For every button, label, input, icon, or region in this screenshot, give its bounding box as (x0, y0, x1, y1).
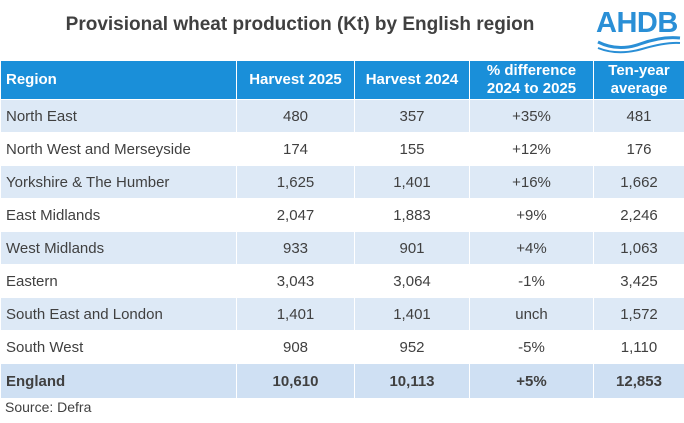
total-ten-year-average: 12,853 (593, 363, 684, 399)
header-ten-year-average: Ten-year average (593, 60, 684, 100)
cell-harvest-2025: 1,625 (236, 165, 355, 199)
cell-ten-year-average: 2,246 (593, 198, 684, 232)
production-table: Region Harvest 2025 Harvest 2024 % diffe… (0, 60, 684, 399)
cell-percent-difference: +4% (469, 231, 594, 265)
cell-percent-difference: -5% (469, 330, 594, 364)
cell-harvest-2025: 2,047 (236, 198, 355, 232)
cell-ten-year-average: 481 (593, 99, 684, 133)
cell-ten-year-average: 1,063 (593, 231, 684, 265)
logo-wave-icon (597, 36, 681, 54)
table-row: North East 480 357 +35% 481 (0, 99, 684, 133)
cell-harvest-2025: 174 (236, 132, 355, 166)
table-row: West Midlands 933 901 +4% 1,063 (0, 231, 684, 265)
cell-region: West Midlands (0, 231, 237, 265)
cell-region: North West and Merseyside (0, 132, 237, 166)
cell-percent-difference: +12% (469, 132, 594, 166)
table-total-row: England 10,610 10,113 +5% 12,853 (0, 363, 684, 399)
table-row: South West 908 952 -5% 1,110 (0, 330, 684, 364)
total-percent-difference: +5% (469, 363, 594, 399)
header-diff-line1: % difference (486, 62, 577, 79)
cell-harvest-2025: 480 (236, 99, 355, 133)
header-diff-line2: 2024 to 2025 (486, 80, 577, 97)
cell-percent-difference: +35% (469, 99, 594, 133)
table-header-row: Region Harvest 2025 Harvest 2024 % diffe… (0, 60, 684, 100)
cell-harvest-2024: 1,883 (354, 198, 470, 232)
cell-percent-difference: +9% (469, 198, 594, 232)
header-avg-line1: Ten-year (608, 62, 670, 79)
cell-harvest-2025: 3,043 (236, 264, 355, 298)
cell-region: Yorkshire & The Humber (0, 165, 237, 199)
cell-harvest-2024: 1,401 (354, 165, 470, 199)
cell-region: North East (0, 99, 237, 133)
cell-ten-year-average: 176 (593, 132, 684, 166)
cell-region: South East and London (0, 297, 237, 331)
cell-region: South West (0, 330, 237, 364)
cell-harvest-2024: 952 (354, 330, 470, 364)
cell-ten-year-average: 3,425 (593, 264, 684, 298)
cell-region: East Midlands (0, 198, 237, 232)
cell-ten-year-average: 1,110 (593, 330, 684, 364)
header-region: Region (0, 60, 237, 100)
table-row: South East and London 1,401 1,401 unch 1… (0, 297, 684, 331)
ahdb-logo: AHDB (596, 6, 682, 56)
cell-harvest-2025: 908 (236, 330, 355, 364)
cell-percent-difference: -1% (469, 264, 594, 298)
table-row: Yorkshire & The Humber 1,625 1,401 +16% … (0, 165, 684, 199)
total-harvest-2025: 10,610 (236, 363, 355, 399)
cell-harvest-2024: 1,401 (354, 297, 470, 331)
header-harvest-2024: Harvest 2024 (354, 60, 470, 100)
total-harvest-2024: 10,113 (354, 363, 470, 399)
header-avg-line2: average (610, 80, 668, 97)
table-row: Eastern 3,043 3,064 -1% 3,425 (0, 264, 684, 298)
cell-percent-difference: unch (469, 297, 594, 331)
logo-text: AHDB (596, 7, 678, 39)
cell-harvest-2025: 933 (236, 231, 355, 265)
cell-ten-year-average: 1,572 (593, 297, 684, 331)
cell-harvest-2024: 3,064 (354, 264, 470, 298)
page-title: Provisional wheat production (Kt) by Eng… (65, 14, 535, 35)
header-harvest-2025: Harvest 2025 (236, 60, 355, 100)
table-row: East Midlands 2,047 1,883 +9% 2,246 (0, 198, 684, 232)
total-region: England (0, 363, 237, 399)
cell-harvest-2024: 901 (354, 231, 470, 265)
cell-harvest-2024: 155 (354, 132, 470, 166)
cell-region: Eastern (0, 264, 237, 298)
cell-percent-difference: +16% (469, 165, 594, 199)
table-row: North West and Merseyside 174 155 +12% 1… (0, 132, 684, 166)
cell-ten-year-average: 1,662 (593, 165, 684, 199)
header-percent-difference: % difference 2024 to 2025 (469, 60, 594, 100)
cell-harvest-2025: 1,401 (236, 297, 355, 331)
cell-harvest-2024: 357 (354, 99, 470, 133)
source-note: Source: Defra (5, 399, 92, 415)
